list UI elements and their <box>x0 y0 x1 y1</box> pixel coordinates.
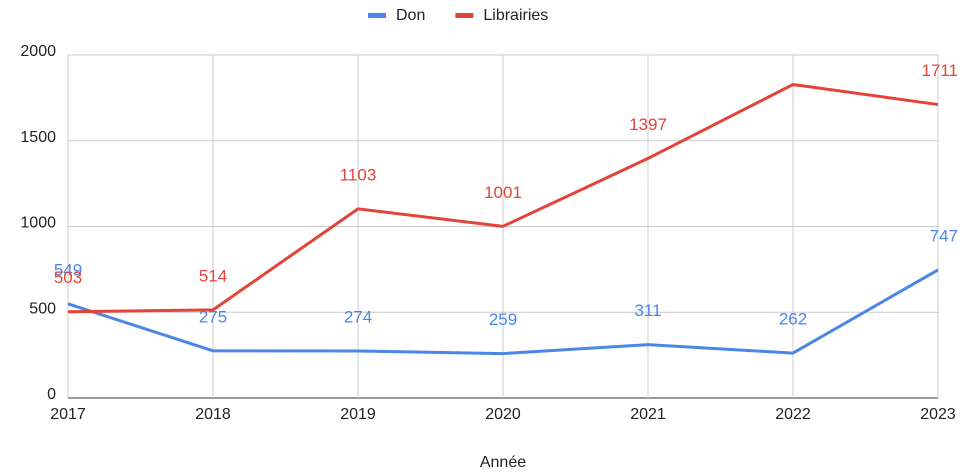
value-label: 1103 <box>340 165 377 184</box>
value-label: 503 <box>54 268 82 287</box>
x-axis-title: Année <box>480 454 526 471</box>
y-tick-label: 0 <box>47 386 56 403</box>
value-label: 274 <box>344 307 372 326</box>
value-label: 514 <box>199 266 227 285</box>
x-tick-label: 2020 <box>485 406 521 423</box>
series-line <box>67 268 939 356</box>
value-label: 311 <box>634 301 661 320</box>
value-label: 747 <box>930 226 958 245</box>
x-tick-label: 2022 <box>775 406 811 423</box>
y-tick-label: 500 <box>29 300 56 317</box>
y-tick-label: 1000 <box>20 215 56 232</box>
value-label: 1711 <box>921 61 958 80</box>
x-tick-label: 2023 <box>920 406 956 423</box>
value-label: 549 <box>54 260 82 279</box>
x-tick-label: 2017 <box>50 406 86 423</box>
value-label: 262 <box>779 310 807 329</box>
value-label: 259 <box>489 310 517 329</box>
x-tick-label: 2021 <box>630 406 666 423</box>
value-label: 275 <box>199 307 227 326</box>
y-tick-label: 1500 <box>20 129 56 146</box>
series-line <box>67 82 939 314</box>
legend-label: Librairies <box>483 7 548 24</box>
legend-label: Don <box>396 7 425 24</box>
value-label: 1397 <box>629 115 667 134</box>
y-tick-label: 2000 <box>20 43 56 60</box>
x-tick-label: 2018 <box>195 406 231 423</box>
value-label: 1001 <box>484 183 522 202</box>
legend-swatch <box>455 13 474 18</box>
legend-swatch <box>368 13 386 18</box>
x-tick-label: 2019 <box>340 406 376 423</box>
